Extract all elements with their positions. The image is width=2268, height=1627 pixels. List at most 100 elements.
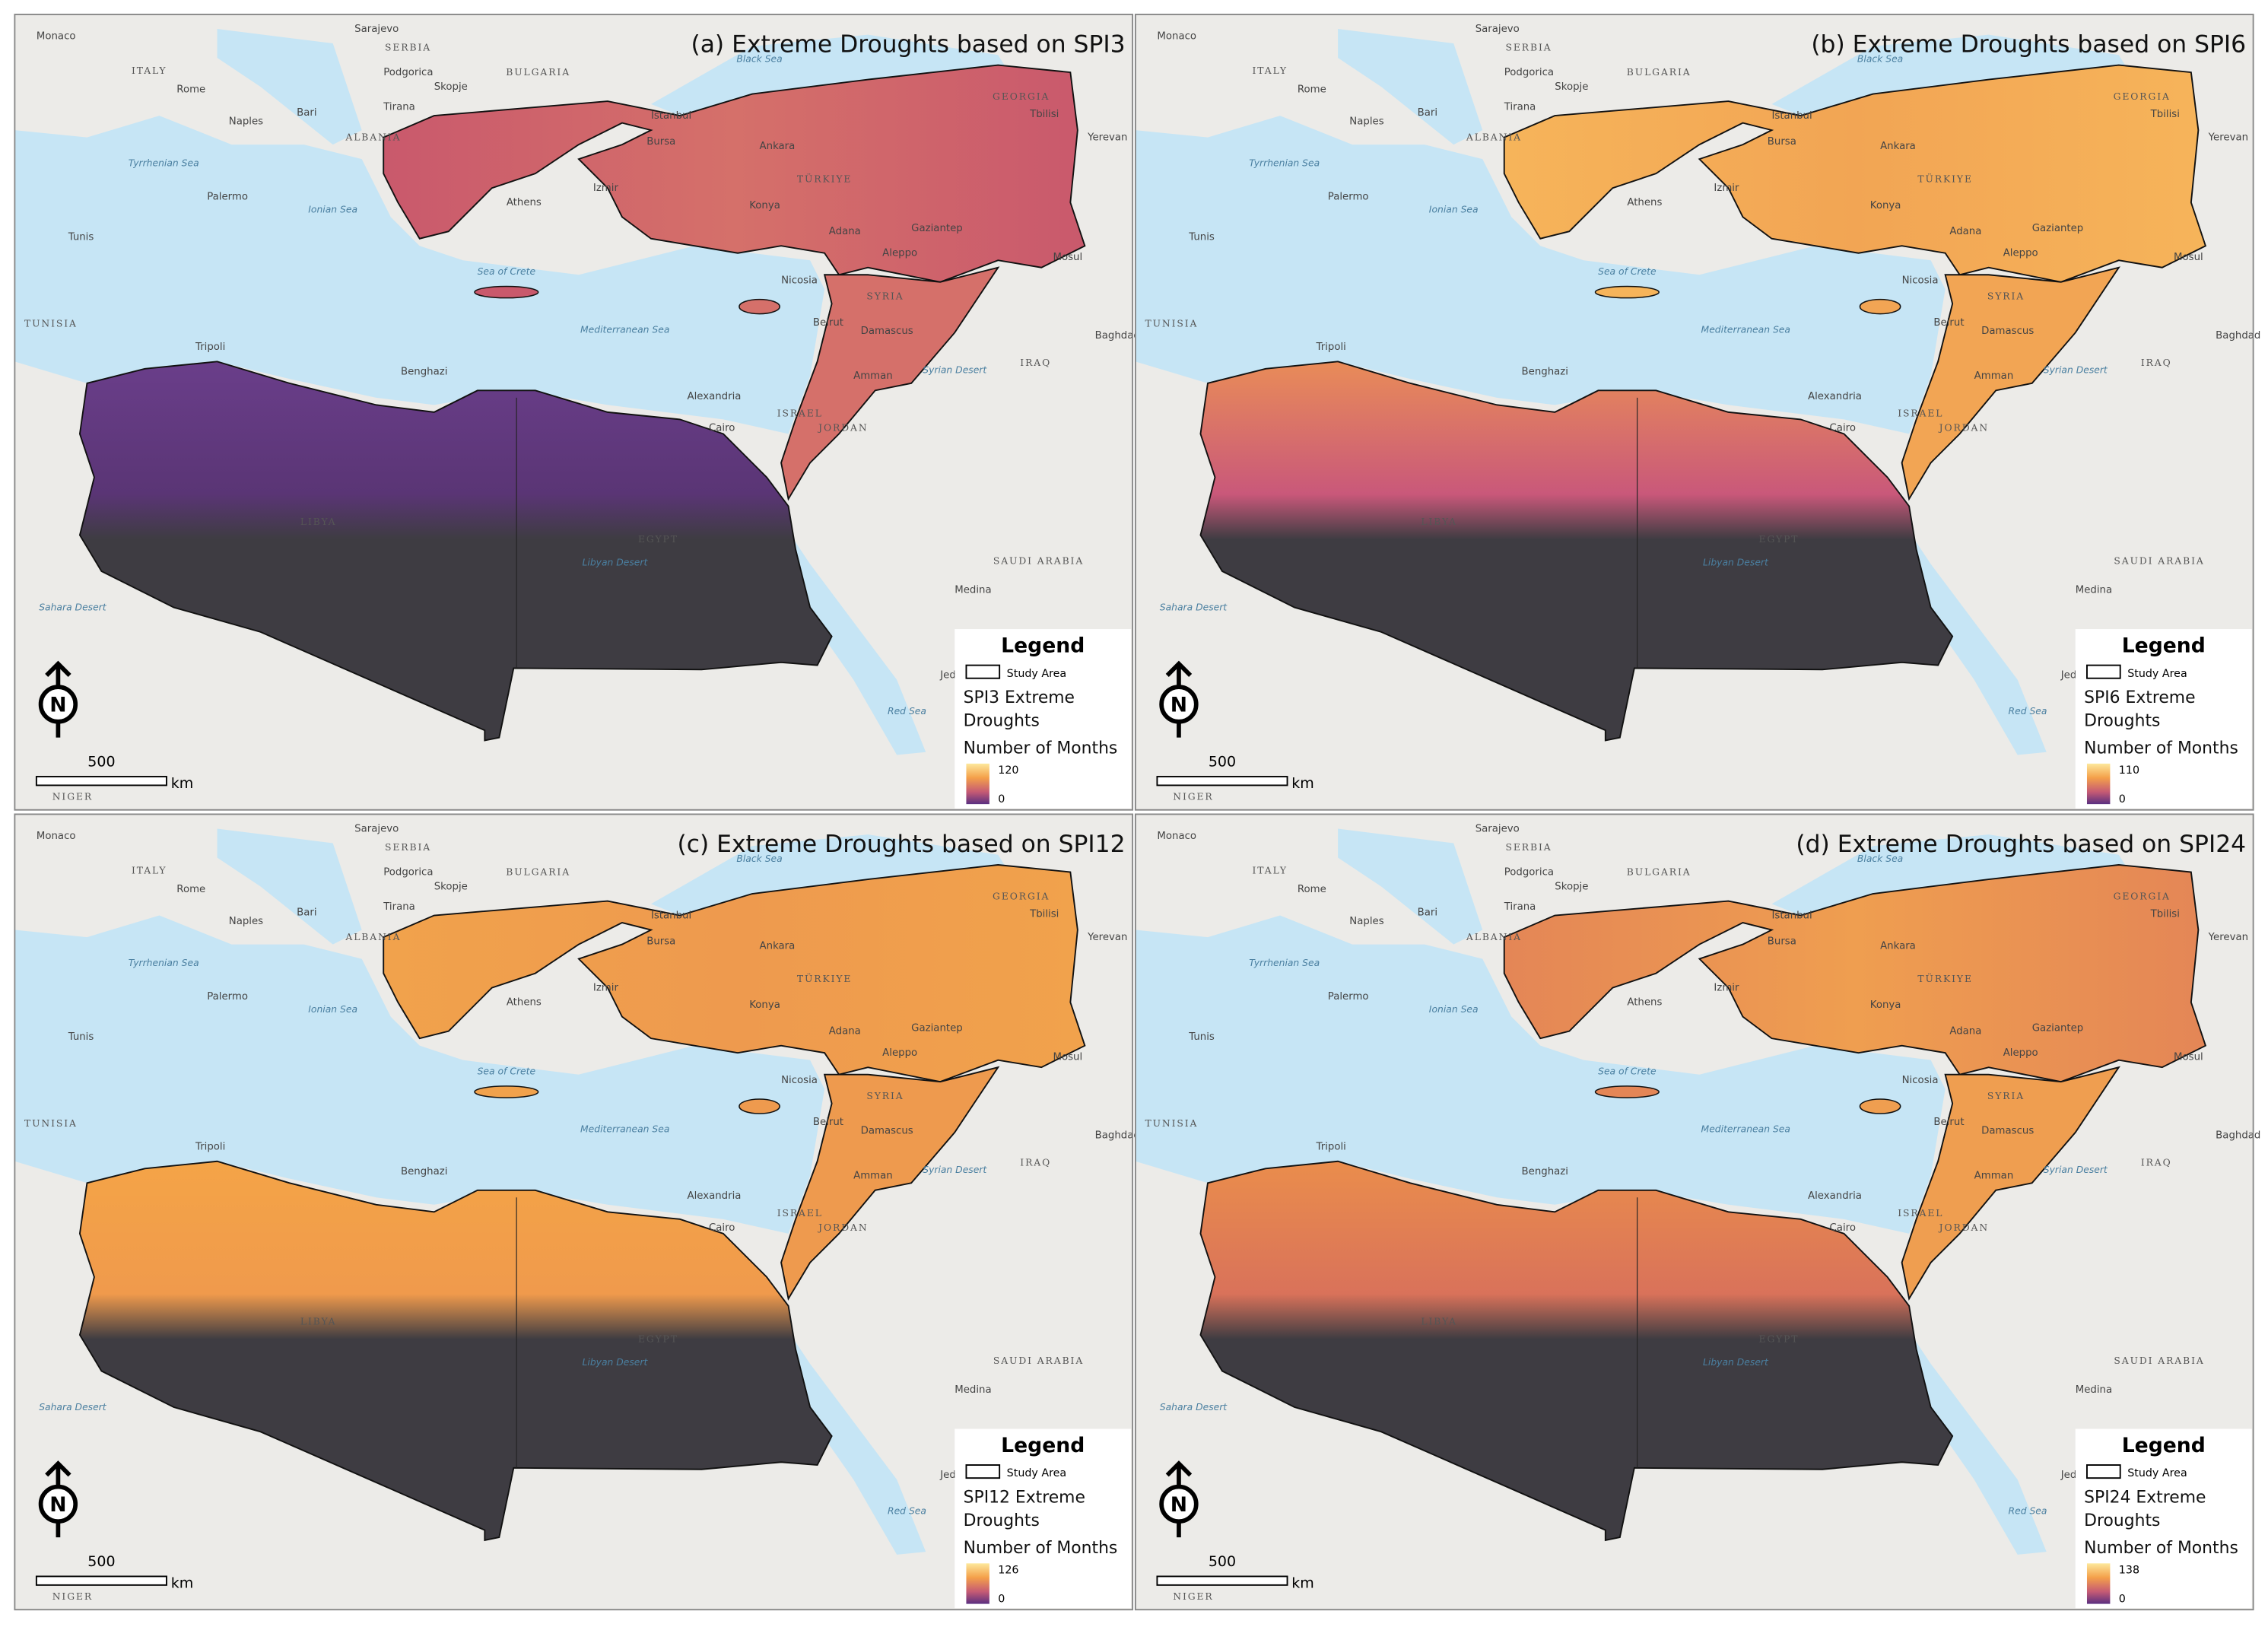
place-label: Libyan Desert: [1703, 557, 1769, 567]
scale-bar: [35, 776, 167, 786]
scale-distance: 500: [1209, 754, 1236, 771]
place-label: Beirut: [1933, 1117, 1964, 1128]
place-label: GEORGIA: [993, 891, 1050, 902]
legend-layer: SPI6 Extreme: [2084, 688, 2195, 707]
place-label: Ankara: [1880, 141, 1916, 152]
study-area-swatch: [965, 1464, 1001, 1479]
place-label: SERBIA: [1506, 43, 1552, 53]
place-label: IRAQ: [1020, 1157, 1051, 1168]
legend-study-area: Study Area: [2127, 1467, 2187, 1479]
place-label: Palermo: [1328, 991, 1369, 1003]
place-label: Libyan Desert: [1703, 1357, 1769, 1368]
place-label: Nicosia: [1902, 1075, 1939, 1086]
place-label: Medina: [955, 1384, 991, 1396]
place-label: ISRAEL: [1898, 408, 1943, 419]
north-arrow-shaft: [1165, 660, 1193, 738]
place-label: Ionian Sea: [308, 204, 357, 214]
place-label: Tbilisi: [1029, 109, 1059, 120]
place-label: IRAQ: [2141, 1157, 2172, 1168]
place-label: Damascus: [1981, 1126, 2034, 1137]
place-label: Bursa: [646, 136, 675, 148]
place-label: ALBANIA: [345, 932, 401, 942]
place-label: Baghdad: [2216, 1130, 2260, 1141]
legend-heading: Legend: [2122, 634, 2206, 658]
legend-max: 110: [2119, 764, 2139, 777]
place-label: Izmir: [1714, 183, 1739, 194]
place-label: NIGER: [1173, 791, 1213, 802]
place-label: Mediterranean Sea: [580, 324, 669, 335]
place-label: Medina: [2076, 585, 2112, 596]
north-arrow-shaft: [1165, 1460, 1193, 1538]
place-label: Cairo: [1830, 1222, 1856, 1234]
map-panel: Monaco Sarajevo SERBIA BULGARIA PodgoricaSko…: [1134, 14, 2260, 811]
place-label: Palermo: [207, 991, 248, 1003]
place-label: Black Sea: [1857, 54, 1903, 65]
place-label: Alexandria: [687, 1190, 741, 1202]
scale-unit: km: [1291, 775, 1314, 792]
place-label: Gaziantep: [2032, 223, 2084, 234]
sea: [1771, 34, 2141, 116]
legend-min: 0: [2119, 1594, 2126, 1606]
legend-heading: Legend: [2122, 1434, 2206, 1457]
island-cyprus: [739, 298, 780, 315]
place-label: Konya: [1870, 200, 1901, 211]
study-area-north: [1503, 864, 2207, 1083]
legend-study-area: Study Area: [2127, 668, 2187, 680]
north-label: N: [49, 1493, 66, 1517]
place-label: Sahara Desert: [39, 1402, 107, 1413]
sea: [1338, 29, 1483, 145]
sea: [1135, 915, 1946, 1234]
place-label: Tyrrhenian Sea: [1249, 158, 1320, 169]
place-label: Mediterranean Sea: [1701, 324, 1790, 335]
place-label: ISRAEL: [1898, 1208, 1943, 1219]
place-label: Konya: [1870, 999, 1901, 1011]
place-label: JORDAN: [1938, 423, 1989, 434]
place-label: ITALY: [1253, 865, 1288, 875]
color-ramp: [966, 1563, 989, 1604]
map-panel: Monaco Sarajevo SERBIA BULGARIA PodgoricaSko…: [1134, 813, 2260, 1611]
place-label: Amman: [853, 1171, 893, 1182]
island-cyprus: [1859, 298, 1901, 315]
place-label: Aleppo: [882, 248, 917, 259]
place-label: Cairo: [1830, 423, 1856, 434]
sea: [1135, 116, 1946, 434]
place-label: EGYPT: [1759, 1333, 1799, 1344]
place-label: Black Sea: [1857, 853, 1903, 864]
legend-heading: Legend: [1001, 1434, 1085, 1457]
scale-bar: [1156, 1575, 1288, 1586]
place-label: Nicosia: [781, 275, 818, 287]
island-crete: [474, 1085, 539, 1098]
place-label: Adana: [829, 1025, 861, 1037]
place-label: Rome: [1298, 84, 1326, 96]
legend-layer: Droughts: [964, 711, 1040, 730]
panel-frame: [1134, 14, 2254, 811]
place-label: ISRAEL: [777, 408, 823, 419]
legend-heading: Legend: [1001, 634, 1085, 658]
place-label: Yerevan: [2208, 932, 2248, 943]
place-label: Tripoli: [195, 342, 225, 353]
place-label: Podgorica: [1504, 866, 1554, 878]
place-label: Damascus: [861, 1126, 913, 1137]
legend-study-area: Study Area: [1007, 668, 1066, 680]
place-label: JORDAN: [1938, 1222, 1989, 1233]
place-label: TUNISIA: [1145, 1118, 1198, 1129]
place-label: Athens: [507, 197, 542, 208]
place-label: Tripoli: [1316, 1142, 1346, 1153]
place-label: Red Sea: [888, 1506, 926, 1517]
place-label: Konya: [749, 999, 780, 1011]
legend-min: 0: [998, 1594, 1005, 1606]
place-label: Palermo: [1328, 191, 1369, 202]
legend-max: 120: [998, 764, 1018, 777]
study-area-swatch: [2086, 664, 2121, 679]
sea: [217, 828, 362, 945]
place-label: Yerevan: [2208, 132, 2248, 143]
place-label: BULGARIA: [1627, 866, 1691, 877]
place-label: Podgorica: [1504, 67, 1554, 78]
place-label: BULGARIA: [506, 866, 570, 877]
place-label: Athens: [507, 996, 542, 1008]
place-label: Red Sea: [2009, 706, 2047, 717]
place-label: SERBIA: [1506, 842, 1552, 853]
place-label: Medina: [955, 585, 991, 596]
sea: [14, 116, 825, 434]
